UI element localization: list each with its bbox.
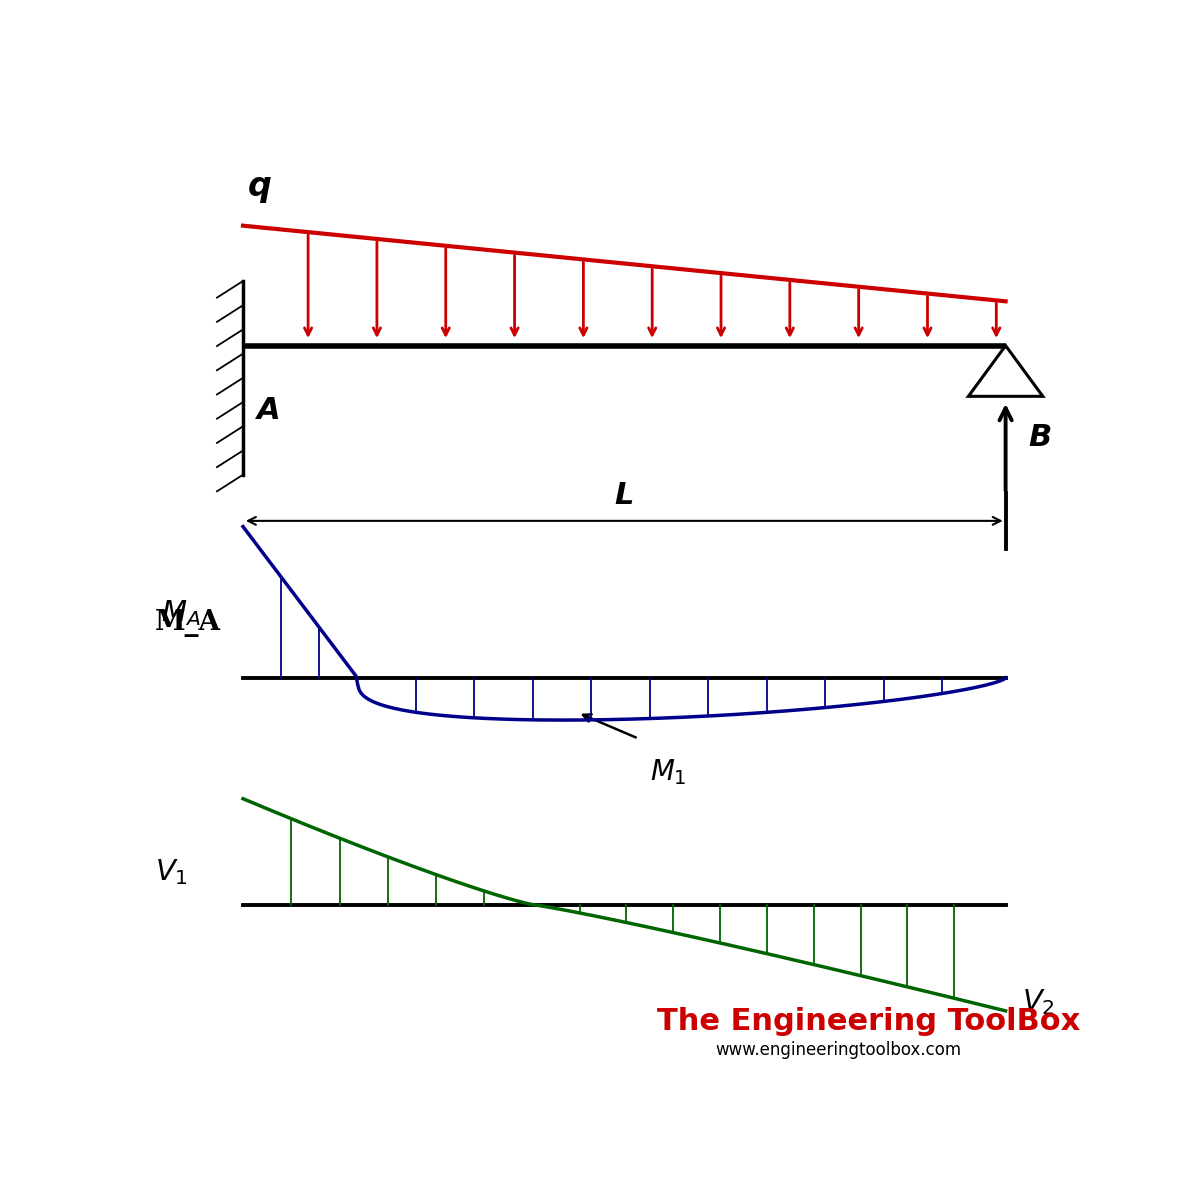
Text: q: q (247, 170, 271, 202)
Text: B: B (1028, 423, 1052, 453)
Text: The Engineering ToolBox: The Engineering ToolBox (656, 1008, 1080, 1036)
Text: $M_1$: $M_1$ (650, 757, 686, 787)
Text: www.engineeringtoolbox.com: www.engineeringtoolbox.com (715, 1041, 961, 1059)
Text: $V_1$: $V_1$ (155, 858, 187, 888)
Text: $V_2$: $V_2$ (1022, 987, 1055, 1017)
Text: $M_A$: $M_A$ (161, 598, 200, 628)
Text: A: A (257, 397, 281, 425)
Text: L: L (614, 480, 634, 510)
Text: M_A: M_A (155, 609, 221, 636)
